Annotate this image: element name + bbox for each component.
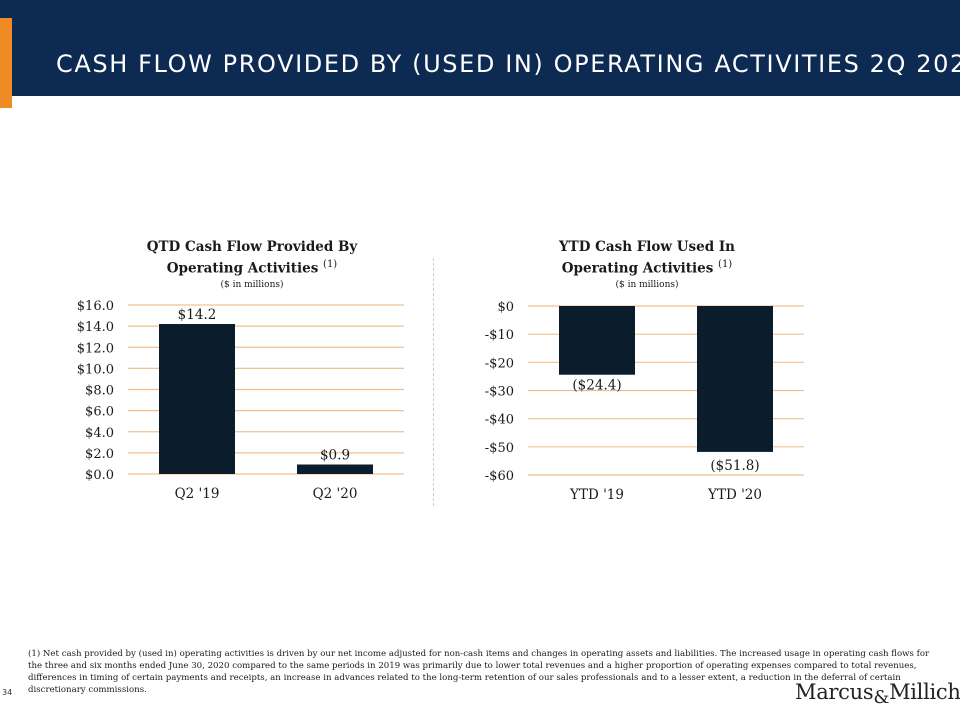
y-tick-label: $8.0	[85, 384, 114, 399]
y-tick-label: -$50	[485, 441, 514, 456]
data-label: $14.2	[178, 307, 217, 323]
data-label: ($24.4)	[572, 378, 621, 394]
qtd-chart-title-line2: Operating Activities	[166, 260, 319, 277]
y-tick-label: $6.0	[85, 405, 114, 420]
page-title: CASH FLOW PROVIDED BY (USED IN) OPERATIN…	[56, 50, 960, 78]
y-tick-label: $14.0	[77, 320, 114, 335]
y-tick-label: $4.0	[85, 426, 114, 441]
accent-stripe	[0, 18, 12, 108]
bar	[297, 464, 373, 474]
bar	[159, 324, 235, 474]
ytd-chart-title: YTD Cash Flow Used In Operating Activiti…	[517, 238, 777, 292]
ytd-chart-title-line2: Operating Activities	[561, 260, 714, 277]
y-tick-label: -$60	[485, 469, 514, 484]
qtd-chart-title-line1: QTD Cash Flow Provided By	[146, 239, 358, 255]
footnote: (1) Net cash provided by (used in) opera…	[28, 649, 930, 695]
y-tick-label: -$30	[485, 385, 514, 400]
x-tick-label: YTD '19	[569, 487, 624, 503]
ytd-chart-title-line1: YTD Cash Flow Used In	[559, 239, 735, 255]
x-tick-label: Q2 '20	[313, 486, 358, 502]
page-number: 34	[2, 688, 13, 697]
logo-text-marcus: Marcus	[795, 680, 874, 704]
y-tick-label: -$40	[485, 413, 514, 428]
ytd-chart-title-footnote-ref: (1)	[718, 259, 733, 270]
y-tick-label: $10.0	[77, 362, 114, 377]
qtd-chart-title-footnote-ref: (1)	[323, 259, 338, 270]
company-logo: Marcus&Millichap	[795, 680, 960, 708]
y-tick-label: $0	[497, 300, 514, 315]
x-tick-label: Q2 '19	[175, 486, 220, 502]
y-tick-label: $0.0	[85, 468, 114, 483]
logo-text-millichap: Millichap	[889, 680, 960, 704]
y-tick-label: -$20	[485, 356, 514, 371]
qtd-chart-subtitle: ($ in millions)	[220, 279, 284, 290]
qtd-chart-title: QTD Cash Flow Provided By Operating Acti…	[122, 238, 382, 292]
y-tick-label: $16.0	[77, 299, 114, 314]
data-label: $0.9	[320, 447, 350, 463]
y-tick-label: $2.0	[85, 447, 114, 462]
y-tick-label: $12.0	[77, 341, 114, 356]
data-label: ($51.8)	[710, 458, 759, 474]
bar	[697, 306, 773, 452]
logo-ampersand: &	[873, 687, 890, 708]
bar	[559, 306, 635, 375]
ytd-chart-subtitle: ($ in millions)	[615, 279, 679, 290]
x-tick-label: YTD '20	[707, 487, 762, 503]
chart-divider	[433, 258, 434, 506]
y-tick-label: -$10	[485, 328, 514, 343]
header-bar	[0, 0, 960, 96]
